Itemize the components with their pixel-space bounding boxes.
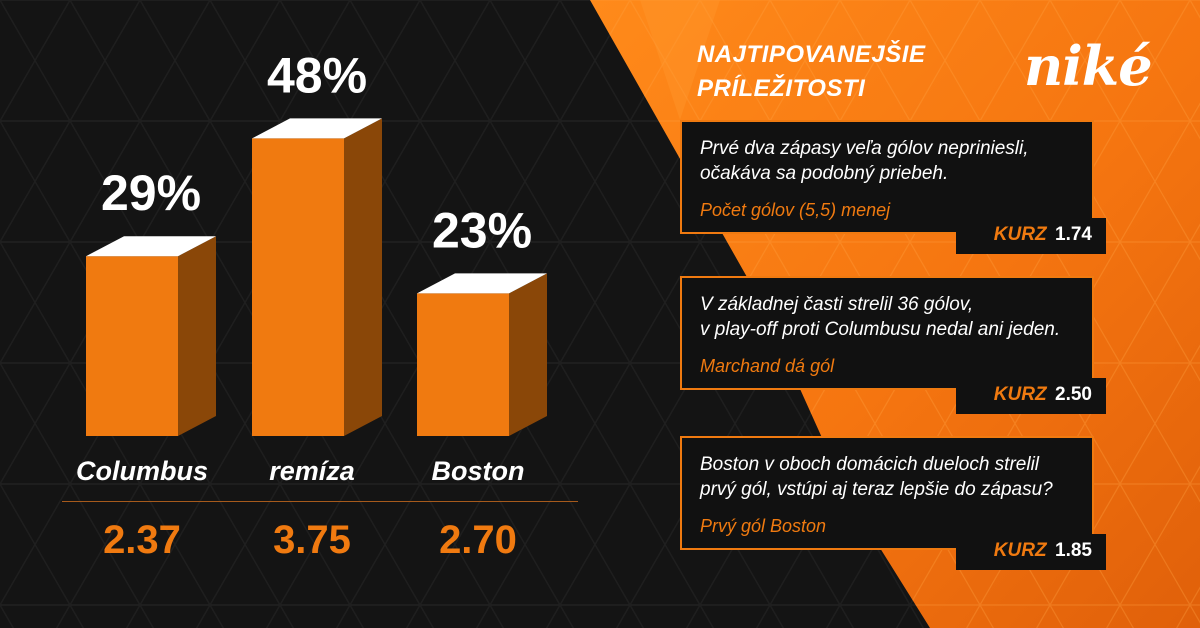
tip-market: Prvý gól Boston — [700, 516, 827, 536]
tip-market: Počet gólov (5,5) menej — [700, 200, 891, 220]
tip-market: Marchand dá gól — [700, 356, 835, 376]
kurz-value: 1.74 — [1055, 224, 1092, 245]
kurz-label: KURZ — [993, 540, 1047, 561]
odds-columbus: 2.37 — [103, 518, 181, 562]
tip-card-2[interactable]: V základnej časti strelil 36 gólov, v pl… — [680, 276, 1094, 390]
tip-card-3[interactable]: Boston v oboch domácich dueloch strelil … — [680, 436, 1094, 550]
kurz-label: KURZ — [993, 224, 1047, 245]
bar-front — [417, 293, 509, 436]
bar-value-label-3: 23% — [432, 202, 532, 258]
bar-front — [252, 138, 344, 436]
bar-top — [86, 236, 216, 257]
bar-front — [86, 256, 178, 436]
bar-3 — [417, 273, 547, 436]
category-label-columbus: Columbus — [76, 456, 208, 486]
brand-logo: niké — [1024, 34, 1153, 98]
bar-2 — [252, 118, 382, 437]
bar-top — [252, 118, 382, 139]
bar-1 — [86, 236, 216, 436]
tip-text-line: V základnej časti strelil 36 gólov, — [700, 294, 974, 315]
bar-side — [344, 118, 382, 437]
tip-text: Boston v oboch domácich dueloch strelil … — [700, 452, 1090, 502]
bar-top — [417, 273, 547, 294]
category-label-boston: Boston — [431, 456, 525, 486]
bar-value-label-2: 48% — [267, 47, 367, 103]
panel-title-line-1: NAJTIPOVANEJŠIE — [697, 41, 926, 68]
category-label-remiza: remíza — [269, 456, 355, 486]
tip-odds-badge-3[interactable]: KURZ 1.85 — [956, 534, 1106, 570]
kurz-label: KURZ — [993, 384, 1047, 405]
tip-text-line: Prvé dva zápasy veľa gólov nepriniesli, — [700, 138, 1029, 159]
tip-text: V základnej časti strelil 36 gólov, v pl… — [700, 292, 1090, 342]
tip-text-line: očakáva sa podobný priebeh. — [700, 163, 949, 184]
tip-text-line: Boston v oboch domácich dueloch strelil — [700, 454, 1040, 475]
tip-text-line: v play-off proti Columbusu nedal ani jed… — [700, 319, 1061, 340]
divider-line — [62, 501, 578, 502]
tip-text: Prvé dva zápasy veľa gólov nepriniesli, … — [700, 136, 1090, 186]
bar-side — [509, 273, 547, 436]
bar-chart: 29% 48% 23% — [86, 47, 547, 437]
bar-side — [178, 236, 216, 436]
tip-card-1[interactable]: Prvé dva zápasy veľa gólov nepriniesli, … — [680, 120, 1094, 234]
bar-value-label-1: 29% — [101, 165, 201, 221]
odds-boston: 2.70 — [439, 518, 517, 562]
kurz-value: 1.85 — [1055, 540, 1092, 561]
panel-title-line-2: PRÍLEŽITOSTI — [697, 75, 866, 102]
panel-title: NAJTIPOVANEJŠIE PRÍLEŽITOSTI — [697, 38, 925, 106]
kurz-value: 2.50 — [1055, 384, 1092, 405]
tip-odds-badge-1[interactable]: KURZ 1.74 — [956, 218, 1106, 254]
tip-text-line: prvý gól, vstúpi aj teraz lepšie do zápa… — [700, 479, 1053, 500]
odds-remiza: 3.75 — [273, 518, 351, 562]
tip-odds-badge-2[interactable]: KURZ 2.50 — [956, 378, 1106, 414]
